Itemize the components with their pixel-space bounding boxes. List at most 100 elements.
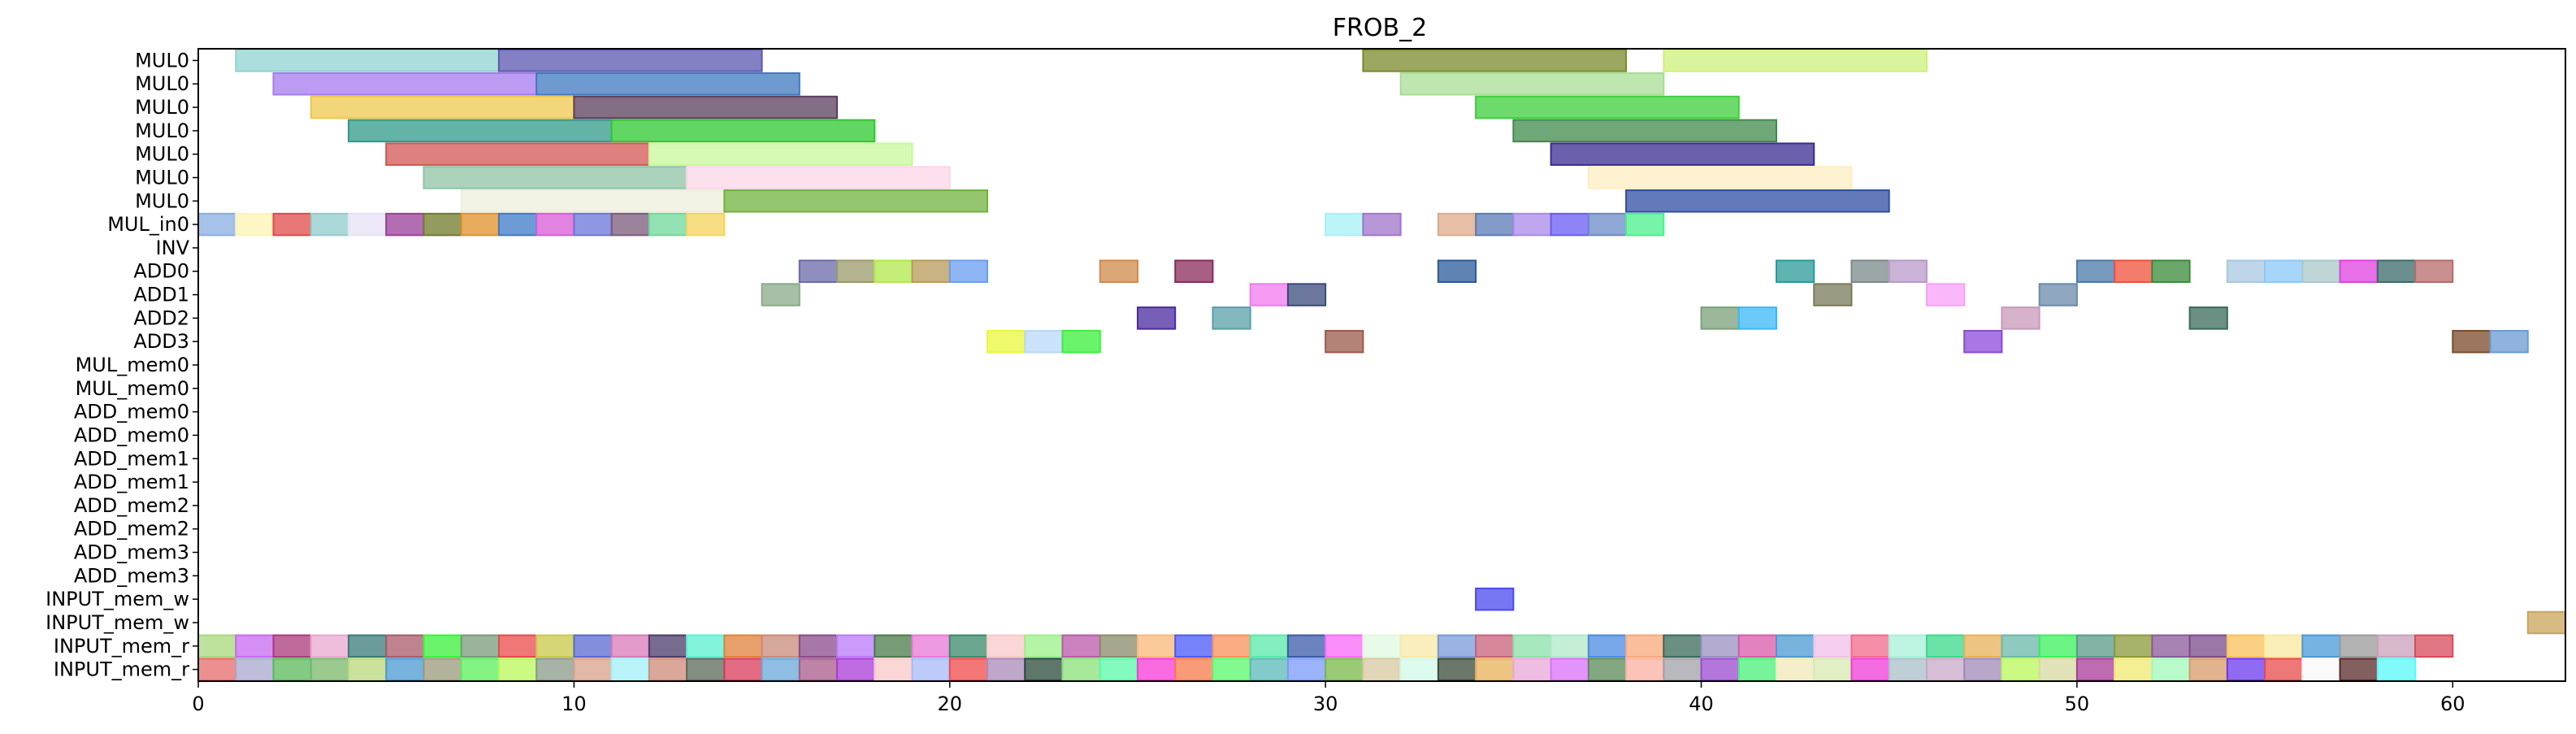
mem-r-bar-a-15 [761, 634, 800, 658]
mem-r-bar-b-20 [948, 658, 989, 681]
mem-r-bar-b-36 [1550, 658, 1589, 681]
y-tick-label-8: INV [156, 237, 190, 259]
mem-r-bar-b-44 [1850, 658, 1890, 681]
task-bar-72 [1700, 306, 1740, 330]
task-bar-3 [1663, 49, 1928, 72]
mem-r-bar-b-46 [1925, 658, 1966, 681]
mem-r-bar-a-16 [798, 634, 839, 658]
mem-r-bar-a-32 [1399, 634, 1439, 658]
mem-r-bar-b-10 [573, 658, 613, 681]
mem-r-bar-b-42 [1776, 658, 1815, 681]
task-bar-64 [761, 283, 800, 306]
y-tick-label-19: ADD_mem2 [74, 494, 189, 517]
task-bar-80 [1963, 329, 2003, 354]
task-bar-29 [460, 212, 500, 237]
mem-r-bar-a-59 [2414, 634, 2454, 658]
mem-r-bar-b-27 [1212, 658, 1251, 681]
mem-r-bar-a-35 [1512, 634, 1552, 658]
task-bar-11 [610, 119, 876, 143]
task-bar-23 [235, 212, 275, 237]
task-bar-68 [1925, 283, 1966, 306]
mem-r-bar-b-14 [723, 658, 763, 681]
task-bar-34 [648, 212, 688, 237]
task-bar-31 [536, 212, 575, 237]
task-bar-46 [874, 259, 913, 283]
mem-r-bar-b-9 [536, 658, 575, 681]
task-bar-19 [460, 189, 726, 213]
mem-r-bar-b-5 [385, 658, 425, 681]
mem-r-bar-b-12 [648, 658, 688, 681]
task-bar-57 [2151, 259, 2191, 283]
task-bar-26 [347, 212, 388, 237]
x-axis: 0 10 20 30 40 50 60 [192, 681, 2465, 715]
mem-r-bar-a-56 [2301, 634, 2341, 658]
y-tick-label-9: ADD0 [133, 260, 189, 283]
task-bar-71 [1212, 306, 1251, 330]
task-bar-65 [1249, 283, 1289, 306]
mem-r-bar-a-22 [1024, 634, 1064, 658]
task-bar-22 [197, 212, 237, 237]
mem-r-bar-a-26 [1174, 634, 1214, 658]
mem-r-bar-a-5 [385, 634, 425, 658]
mem-r-bar-a-33 [1437, 634, 1477, 658]
x-tick-label-5: 50 [2065, 693, 2090, 715]
mem-r-bar-a-37 [1587, 634, 1628, 658]
task-bar-0 [235, 49, 500, 72]
mem-r-bar-a-24 [1099, 634, 1138, 658]
mem-r-bar-b-17 [836, 658, 876, 681]
mem-r-bar-a-36 [1550, 634, 1589, 658]
mem-r-bar-b-4 [347, 658, 388, 681]
mem-r-bar-a-10 [573, 634, 613, 658]
task-bar-60 [2301, 259, 2341, 283]
mem-r-bar-b-23 [1061, 658, 1101, 681]
mem-r-bar-b-34 [1475, 658, 1515, 681]
mem-r-bar-b-31 [1362, 658, 1402, 681]
task-bar-47 [911, 259, 951, 283]
mem-r-bar-b-28 [1249, 658, 1289, 681]
mem-r-bar-a-54 [2226, 634, 2266, 658]
y-tick-label-11: ADD2 [133, 306, 189, 329]
chart-title: FROB_2 [1333, 14, 1427, 42]
task-bar-2 [1362, 49, 1628, 72]
mem-r-bar-a-4 [347, 634, 388, 658]
mem-r-bar-b-1 [235, 658, 275, 681]
task-bar-36 [1325, 212, 1364, 237]
task-bar-73 [1737, 306, 1778, 330]
y-tick-label-20: ADD_mem2 [74, 518, 189, 541]
x-tick-label-4: 40 [1689, 693, 1714, 715]
mem-r-bar-b-50 [2075, 658, 2116, 681]
mem-r-bar-a-31 [1362, 634, 1402, 658]
mem-r-bar-a-42 [1776, 634, 1815, 658]
mem-r-bar-b-0 [197, 658, 237, 681]
mem-r-bar-a-52 [2151, 634, 2191, 658]
mem-r-bar-a-46 [1925, 634, 1966, 658]
task-bar-44 [798, 259, 839, 283]
y-tick-label-3: MUL0 [135, 119, 189, 142]
mem-r-bar-a-8 [497, 634, 538, 658]
mem-r-bar-b-21 [987, 658, 1026, 681]
task-bar-1 [497, 49, 763, 72]
mem-r-bar-b-41 [1737, 658, 1778, 681]
mem-r-bar-b-13 [686, 658, 726, 681]
task-bar-52 [1776, 259, 1815, 283]
mem-r-bar-a-51 [2114, 634, 2153, 658]
x-tick-label-3: 30 [1313, 693, 1338, 715]
y-tick-label-7: MUL_in0 [107, 213, 189, 236]
y-tick-label-17: ADD_mem1 [74, 447, 189, 470]
task-bar-82 [2489, 329, 2529, 354]
task-bar-17 [686, 166, 951, 189]
y-tick-label-0: MUL0 [135, 49, 189, 72]
task-bar-69 [2038, 283, 2078, 306]
mem-r-bar-b-52 [2151, 658, 2191, 681]
mem-r-bar-a-12 [648, 634, 688, 658]
y-tick-label-13: MUL_mem0 [76, 354, 189, 376]
task-bar-45 [836, 259, 876, 283]
y-tick-label-26: INPUT_mem_r [54, 658, 189, 681]
mem-r-bar-b-47 [1963, 658, 2003, 681]
task-bar-37 [1362, 212, 1402, 237]
mem-r-bar-a-28 [1249, 634, 1289, 658]
task-bar-13 [385, 142, 650, 166]
mem-r-bar-a-3 [310, 634, 349, 658]
mem-r-bar-b-51 [2114, 658, 2153, 681]
